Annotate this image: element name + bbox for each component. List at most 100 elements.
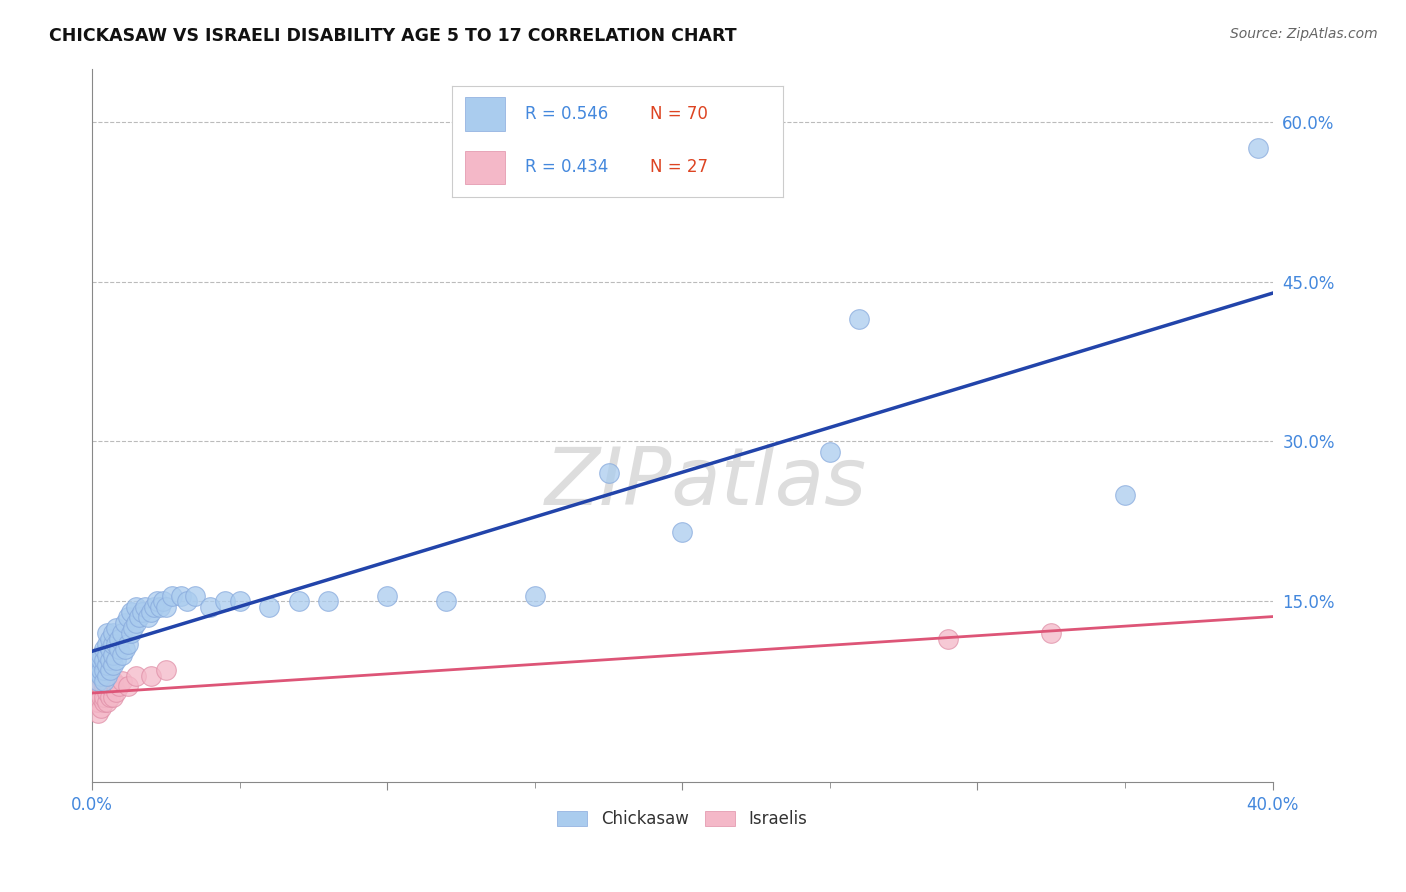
Point bbox=[104, 637, 127, 651]
Point bbox=[117, 610, 139, 624]
Point bbox=[84, 690, 107, 705]
Point bbox=[104, 653, 127, 667]
Point bbox=[1114, 488, 1136, 502]
Point bbox=[98, 632, 121, 646]
Point bbox=[114, 642, 136, 657]
Point bbox=[90, 653, 112, 667]
Point bbox=[96, 648, 118, 662]
Point bbox=[90, 700, 112, 714]
Point bbox=[93, 680, 115, 694]
Point bbox=[96, 637, 118, 651]
Point bbox=[117, 680, 139, 694]
Point bbox=[101, 637, 124, 651]
Point bbox=[93, 664, 115, 678]
Point bbox=[120, 605, 142, 619]
Point bbox=[598, 467, 620, 481]
Point bbox=[155, 664, 177, 678]
Point bbox=[96, 685, 118, 699]
Point bbox=[114, 615, 136, 630]
Point bbox=[87, 653, 110, 667]
Point bbox=[434, 594, 457, 608]
Text: CHICKASAW VS ISRAELI DISABILITY AGE 5 TO 17 CORRELATION CHART: CHICKASAW VS ISRAELI DISABILITY AGE 5 TO… bbox=[49, 27, 737, 45]
Point bbox=[257, 599, 280, 614]
Point bbox=[101, 626, 124, 640]
Point bbox=[214, 594, 236, 608]
Point bbox=[96, 674, 118, 689]
Point bbox=[87, 685, 110, 699]
Point bbox=[1040, 626, 1063, 640]
Point bbox=[98, 664, 121, 678]
Point bbox=[98, 680, 121, 694]
Point bbox=[128, 610, 150, 624]
Point bbox=[107, 632, 129, 646]
Point bbox=[90, 669, 112, 683]
Point bbox=[93, 674, 115, 689]
Point bbox=[101, 674, 124, 689]
Point bbox=[375, 589, 398, 603]
Point bbox=[111, 674, 134, 689]
Point bbox=[1247, 141, 1270, 155]
Point bbox=[125, 599, 148, 614]
Point bbox=[671, 524, 693, 539]
Point bbox=[96, 658, 118, 673]
Point bbox=[90, 664, 112, 678]
Point bbox=[146, 594, 169, 608]
Point bbox=[96, 626, 118, 640]
Point bbox=[152, 594, 174, 608]
Point bbox=[87, 706, 110, 720]
Point bbox=[170, 589, 193, 603]
Point bbox=[149, 599, 172, 614]
Point bbox=[96, 669, 118, 683]
Point bbox=[104, 621, 127, 635]
Point bbox=[160, 589, 183, 603]
Point bbox=[818, 445, 841, 459]
Point bbox=[176, 594, 198, 608]
Point bbox=[93, 653, 115, 667]
Point bbox=[87, 695, 110, 709]
Point bbox=[200, 599, 222, 614]
Point bbox=[101, 648, 124, 662]
Point bbox=[90, 680, 112, 694]
Point bbox=[87, 674, 110, 689]
Point bbox=[134, 599, 156, 614]
Point bbox=[141, 669, 163, 683]
Point bbox=[98, 642, 121, 657]
Point bbox=[316, 594, 339, 608]
Text: Source: ZipAtlas.com: Source: ZipAtlas.com bbox=[1230, 27, 1378, 41]
Point bbox=[141, 605, 163, 619]
Point bbox=[87, 658, 110, 673]
Point bbox=[107, 680, 129, 694]
Point bbox=[117, 637, 139, 651]
Point bbox=[122, 621, 145, 635]
Legend: Chickasaw, Israelis: Chickasaw, Israelis bbox=[551, 804, 814, 835]
Point bbox=[184, 589, 207, 603]
Point bbox=[93, 695, 115, 709]
Point bbox=[228, 594, 250, 608]
Point bbox=[93, 690, 115, 705]
Point bbox=[125, 615, 148, 630]
Point bbox=[104, 685, 127, 699]
Point bbox=[84, 664, 107, 678]
Point bbox=[287, 594, 309, 608]
Point bbox=[125, 669, 148, 683]
Point bbox=[98, 653, 121, 667]
Point bbox=[90, 690, 112, 705]
Point bbox=[155, 599, 177, 614]
Point bbox=[90, 648, 112, 662]
Text: ZIPatlas: ZIPatlas bbox=[546, 443, 868, 522]
Point bbox=[107, 642, 129, 657]
Point bbox=[936, 632, 959, 646]
Point bbox=[101, 658, 124, 673]
Point bbox=[120, 626, 142, 640]
Point bbox=[93, 642, 115, 657]
Point bbox=[98, 690, 121, 705]
Point bbox=[523, 589, 546, 603]
Point bbox=[84, 695, 107, 709]
Point bbox=[101, 690, 124, 705]
Point bbox=[111, 648, 134, 662]
Point bbox=[111, 626, 134, 640]
Point bbox=[143, 599, 166, 614]
Point bbox=[131, 605, 153, 619]
Point bbox=[136, 610, 159, 624]
Point bbox=[96, 695, 118, 709]
